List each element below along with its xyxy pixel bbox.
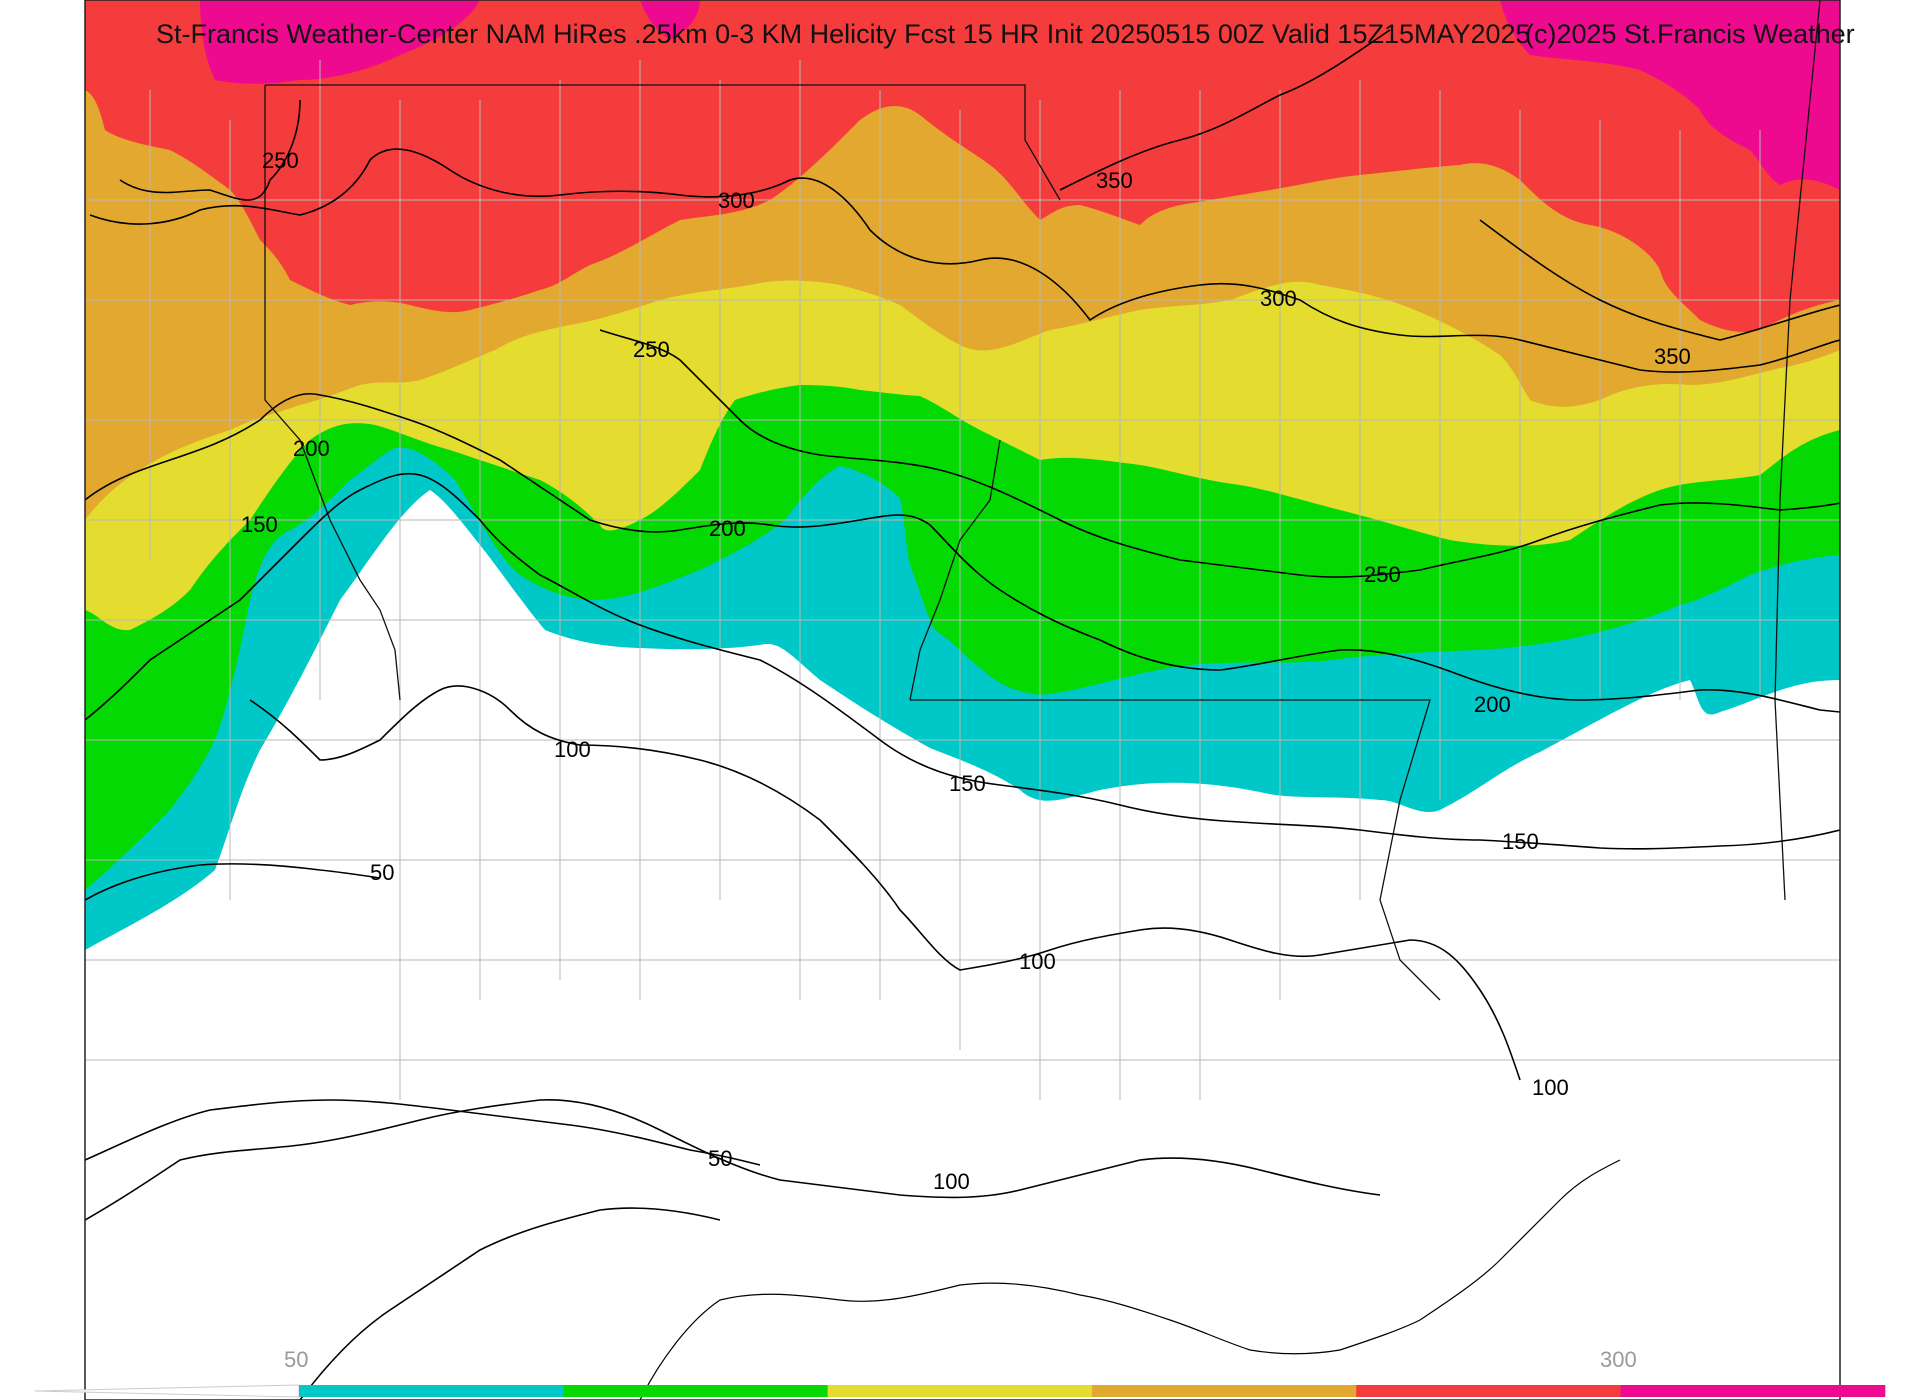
colorbar-label-low: 50 xyxy=(284,1347,308,1372)
contour-label: 200 xyxy=(709,516,746,541)
copyright-text: (c)2025 St.Francis Weather xyxy=(1525,19,1855,49)
contour-label: 150 xyxy=(1502,829,1539,854)
contour-label: 350 xyxy=(1654,344,1691,369)
contour-100 xyxy=(85,685,1521,1221)
helicity-contours xyxy=(85,29,1840,1400)
contour-label: 300 xyxy=(1260,286,1297,311)
contour-200 xyxy=(85,393,1840,713)
colorbar-label-high: 300 xyxy=(1600,1347,1637,1372)
colorbar-segment xyxy=(1091,1385,1357,1397)
contour-label: 150 xyxy=(949,771,986,796)
contour-label: 250 xyxy=(262,148,299,173)
contour-label: 300 xyxy=(718,188,755,213)
colorbar-segment xyxy=(299,1385,564,1397)
contour-250 xyxy=(119,99,1840,578)
contour-label: 250 xyxy=(633,337,670,362)
contour-label: 350 xyxy=(1096,168,1133,193)
contour-label: 200 xyxy=(293,436,330,461)
band-magenta-left xyxy=(200,0,480,84)
county-lines xyxy=(85,60,1840,1100)
boundary-lines xyxy=(85,0,1840,1100)
band-red xyxy=(85,0,1840,332)
contour-label: 200 xyxy=(1474,692,1511,717)
colorbar-high-extend xyxy=(1625,1385,1890,1397)
map-border xyxy=(84,0,1841,1400)
contour-label: 50 xyxy=(370,860,394,885)
coastline xyxy=(639,1159,1621,1400)
contour-label: 50 xyxy=(708,1146,732,1171)
colorbar-segments xyxy=(299,1385,1886,1397)
contour-150 xyxy=(85,472,1840,850)
contour-300 xyxy=(89,148,1840,373)
filled-helicity-bands xyxy=(85,0,1840,1400)
colorbar-segment xyxy=(1356,1385,1621,1397)
contour-label: 150 xyxy=(241,512,278,537)
contour-50 xyxy=(85,863,761,1400)
map-title: St-Francis Weather-Center NAM HiRes .25k… xyxy=(156,19,1531,49)
contour-label: 100 xyxy=(1019,949,1056,974)
contour-label: 100 xyxy=(1532,1075,1569,1100)
colorbar: 50 300 xyxy=(34,1347,1890,1398)
contour-labels: 250 300 350 350 300 250 200 150 200 250 … xyxy=(241,148,1691,1194)
band-magenta-right xyxy=(1500,0,1840,190)
state-lines xyxy=(264,0,1821,1001)
contour-350 xyxy=(1059,29,1840,341)
band-magenta-center xyxy=(640,0,700,40)
colorbar-segment xyxy=(563,1385,829,1397)
colorbar-segment xyxy=(827,1385,1093,1397)
contour-label: 100 xyxy=(933,1169,970,1194)
contour-label: 250 xyxy=(1364,562,1401,587)
contour-label: 100 xyxy=(554,737,591,762)
